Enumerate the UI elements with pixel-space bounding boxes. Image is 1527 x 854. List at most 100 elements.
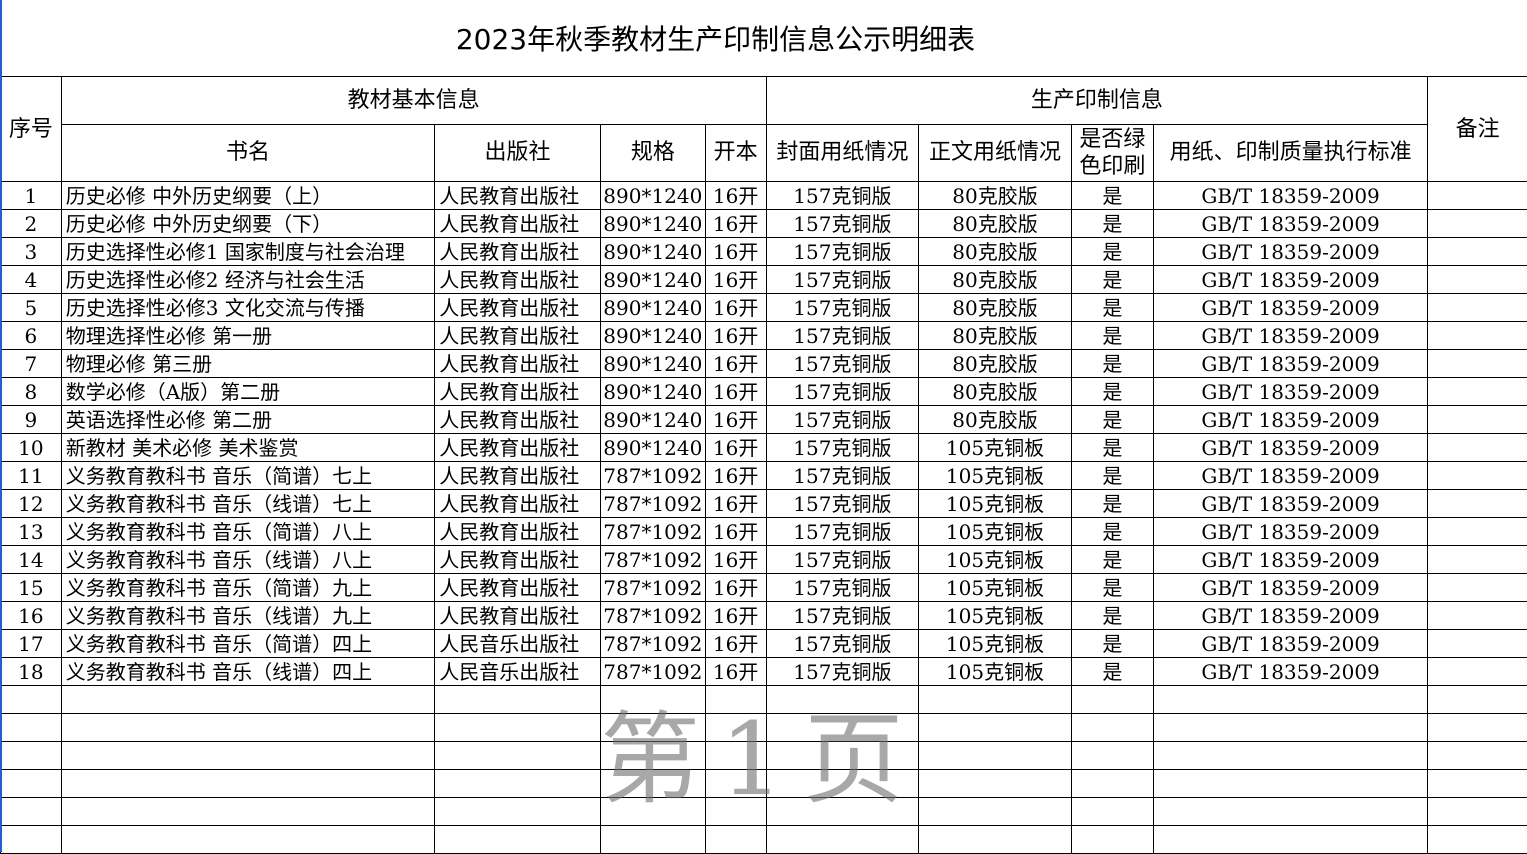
empty-cell <box>600 714 705 742</box>
empty-cell <box>600 798 705 826</box>
cell-format: 16开 <box>705 378 766 406</box>
cell-format: 16开 <box>705 518 766 546</box>
empty-cell <box>1 798 62 826</box>
cell-spec: 787*1092 <box>600 518 705 546</box>
empty-cell <box>766 714 919 742</box>
empty-cell <box>919 742 1072 770</box>
cell-cover-paper: 157克铜版 <box>766 658 919 686</box>
cell-body-paper: 105克铜板 <box>919 462 1072 490</box>
cell-seq: 15 <box>1 574 62 602</box>
cell-format: 16开 <box>705 462 766 490</box>
empty-cell <box>61 826 435 854</box>
cell-seq: 13 <box>1 518 62 546</box>
cell-name: 义务教育教科书 音乐（简谱）九上 <box>61 574 435 602</box>
cell-format: 16开 <box>705 322 766 350</box>
cell-green: 是 <box>1071 210 1153 238</box>
empty-row <box>1 770 1527 798</box>
cell-cover-paper: 157克铜版 <box>766 378 919 406</box>
empty-cell <box>1428 826 1527 854</box>
empty-cell <box>1 742 62 770</box>
cell-format: 16开 <box>705 294 766 322</box>
empty-cell <box>1153 714 1427 742</box>
cell-cover-paper: 157克铜版 <box>766 574 919 602</box>
cell-spec: 787*1092 <box>600 462 705 490</box>
cell-spec: 787*1092 <box>600 490 705 518</box>
cell-name: 物理选择性必修 第一册 <box>61 322 435 350</box>
cell-standard: GB/T 18359-2009 <box>1153 210 1427 238</box>
cell-format: 16开 <box>705 266 766 294</box>
cell-spec: 890*1240 <box>600 266 705 294</box>
empty-cell <box>919 714 1072 742</box>
cell-publisher: 人民教育出版社 <box>435 238 601 266</box>
cell-remark <box>1428 518 1527 546</box>
cell-cover-paper: 157克铜版 <box>766 182 919 210</box>
cell-publisher: 人民教育出版社 <box>435 434 601 462</box>
cell-publisher: 人民教育出版社 <box>435 350 601 378</box>
cell-standard: GB/T 18359-2009 <box>1153 462 1427 490</box>
cell-green: 是 <box>1071 630 1153 658</box>
empty-cell <box>919 770 1072 798</box>
cell-cover-paper: 157克铜版 <box>766 266 919 294</box>
cell-body-paper: 105克铜板 <box>919 434 1072 462</box>
cell-green: 是 <box>1071 350 1153 378</box>
cell-spec: 890*1240 <box>600 182 705 210</box>
empty-cell <box>766 770 919 798</box>
cell-spec: 787*1092 <box>600 658 705 686</box>
empty-cell <box>766 686 919 714</box>
cell-publisher: 人民教育出版社 <box>435 602 601 630</box>
cell-standard: GB/T 18359-2009 <box>1153 322 1427 350</box>
empty-cell <box>1153 798 1427 826</box>
cell-publisher: 人民教育出版社 <box>435 574 601 602</box>
cell-standard: GB/T 18359-2009 <box>1153 294 1427 322</box>
cell-publisher: 人民教育出版社 <box>435 518 601 546</box>
cell-seq: 5 <box>1 294 62 322</box>
cell-spec: 787*1092 <box>600 602 705 630</box>
cell-remark <box>1428 574 1527 602</box>
cell-standard: GB/T 18359-2009 <box>1153 518 1427 546</box>
cell-standard: GB/T 18359-2009 <box>1153 378 1427 406</box>
cell-publisher: 人民教育出版社 <box>435 378 601 406</box>
empty-cell <box>61 742 435 770</box>
cell-body-paper: 105克铜板 <box>919 630 1072 658</box>
empty-row <box>1 686 1527 714</box>
cell-remark <box>1428 210 1527 238</box>
cell-format: 16开 <box>705 630 766 658</box>
cell-name: 义务教育教科书 音乐（简谱）七上 <box>61 462 435 490</box>
header-name: 书名 <box>61 125 435 182</box>
cell-standard: GB/T 18359-2009 <box>1153 658 1427 686</box>
cell-name: 历史必修 中外历史纲要（下） <box>61 210 435 238</box>
cell-body-paper: 80克胶版 <box>919 406 1072 434</box>
cell-format: 16开 <box>705 434 766 462</box>
cell-green: 是 <box>1071 658 1153 686</box>
cell-seq: 12 <box>1 490 62 518</box>
cell-name: 义务教育教科书 音乐（线谱）四上 <box>61 658 435 686</box>
cell-remark <box>1428 434 1527 462</box>
cell-publisher: 人民教育出版社 <box>435 210 601 238</box>
cell-green: 是 <box>1071 266 1153 294</box>
cell-cover-paper: 157克铜版 <box>766 406 919 434</box>
cell-standard: GB/T 18359-2009 <box>1153 406 1427 434</box>
cell-format: 16开 <box>705 574 766 602</box>
empty-row <box>1 742 1527 770</box>
header-publisher: 出版社 <box>435 125 601 182</box>
cell-spec: 890*1240 <box>600 350 705 378</box>
cell-standard: GB/T 18359-2009 <box>1153 434 1427 462</box>
cell-spec: 890*1240 <box>600 238 705 266</box>
empty-cell <box>1 714 62 742</box>
cell-body-paper: 105克铜板 <box>919 602 1072 630</box>
empty-cell <box>435 770 601 798</box>
cell-remark <box>1428 630 1527 658</box>
cell-remark <box>1428 602 1527 630</box>
cell-format: 16开 <box>705 210 766 238</box>
empty-cell <box>61 770 435 798</box>
